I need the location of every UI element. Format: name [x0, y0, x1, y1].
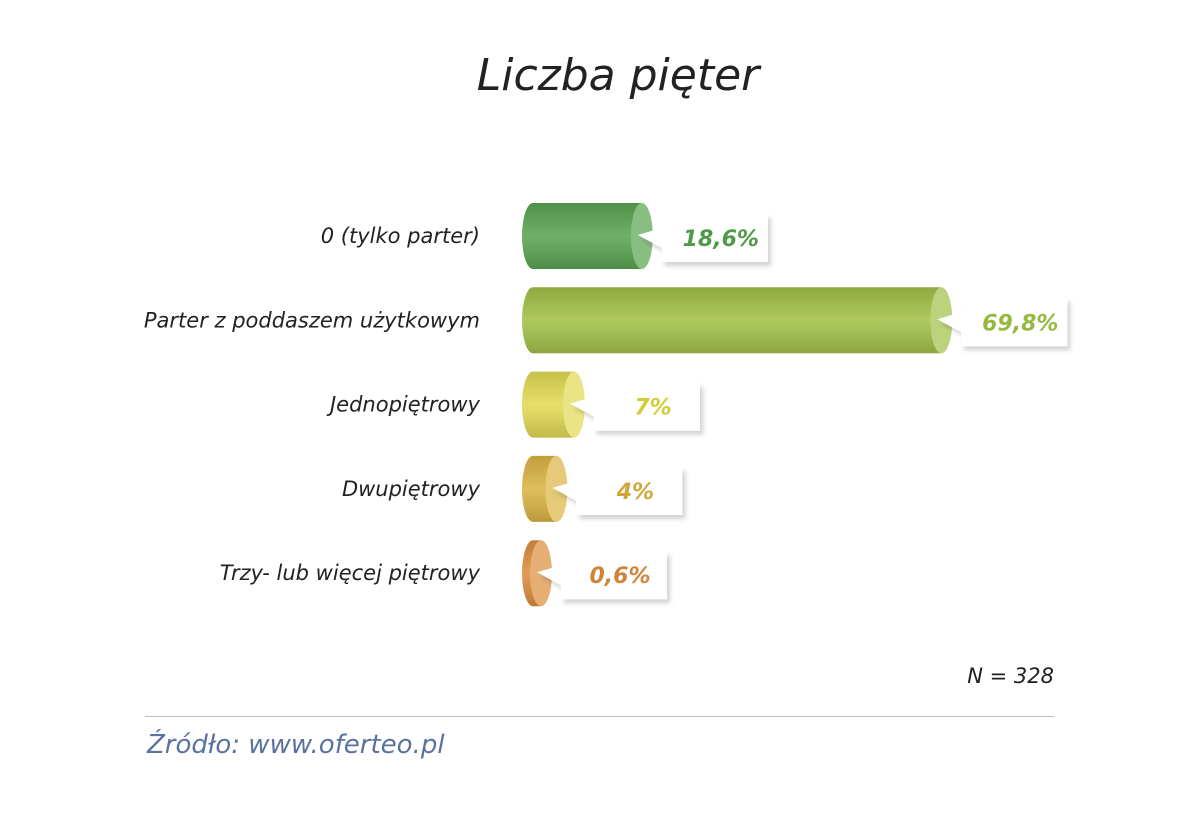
- value-callout: [937, 298, 1068, 347]
- value-callout: [637, 214, 768, 262]
- category-label: Jednopiętrowy: [326, 393, 481, 417]
- sample-size-note: N = 328: [967, 664, 1054, 688]
- value-callout: [537, 551, 667, 600]
- bar-shading: [522, 287, 942, 354]
- value-callout: [569, 382, 700, 431]
- value-label: 69,8%: [982, 311, 1058, 336]
- source-link[interactable]: Źródło: www.oferteo.pl: [147, 730, 445, 760]
- value-label: 0,6%: [589, 564, 650, 589]
- bar-group: 0 (tylko parter) 18,6%: [321, 203, 768, 269]
- value-callout: [552, 466, 683, 515]
- category-label: 0 (tylko parter): [321, 224, 480, 248]
- value-label: 18,6%: [683, 227, 759, 252]
- bar-group: Jednopiętrowy 7%: [326, 371, 700, 438]
- bar-group: Dwupiętrowy 4%: [342, 455, 683, 522]
- bar-shading: [522, 371, 574, 438]
- chart-title: Liczba pięter: [476, 50, 760, 101]
- category-label: Dwupiętrowy: [342, 477, 481, 501]
- category-label: Parter z poddaszem użytkowym: [144, 308, 480, 332]
- bar-group: Trzy- lub więcej piętrowy 0,6%: [220, 540, 667, 607]
- divider: [145, 716, 1054, 717]
- value-label: 4%: [616, 480, 654, 505]
- category-label: Trzy- lub więcej piętrowy: [220, 561, 481, 585]
- bar-shading: [522, 203, 642, 269]
- bar-group: Parter z poddaszem użytkowym 69,8%: [144, 287, 1068, 354]
- value-label: 7%: [634, 396, 671, 421]
